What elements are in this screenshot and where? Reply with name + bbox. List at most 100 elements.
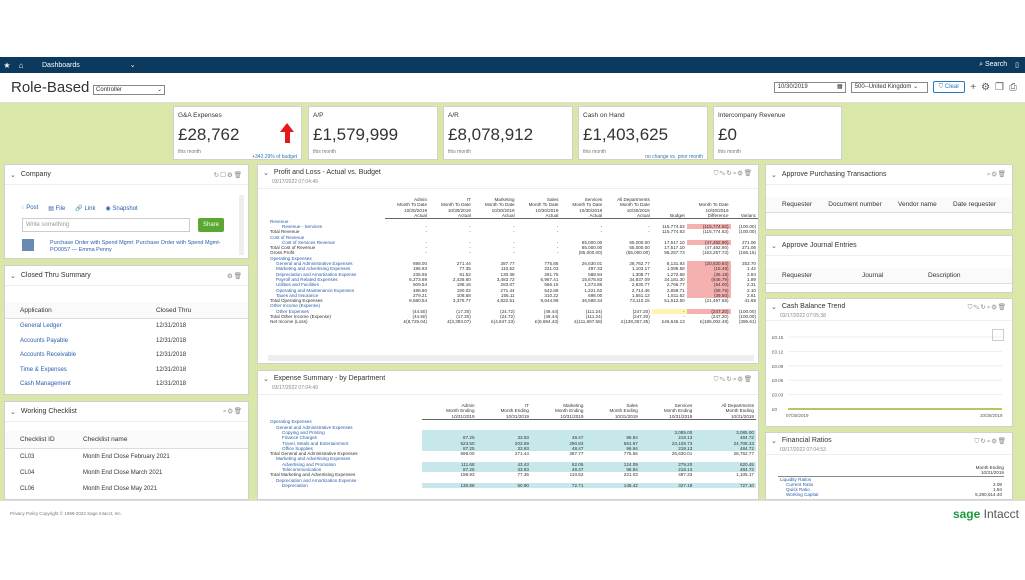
pl-row[interactable]: Cost of Revenue xyxy=(268,235,758,240)
copy-icon[interactable]: ❐ xyxy=(995,81,1004,93)
expense-row[interactable]: Total General and Administrative Expense… xyxy=(268,451,756,456)
row-label: Cost of Services Revenue xyxy=(282,239,336,245)
pl-row[interactable]: Total Operating Expenses 8,680.54 3,375.77… xyxy=(268,298,758,303)
panel-tools[interactable]: ⛉✎↻⌕⚙🗑 xyxy=(967,304,1007,311)
panel-tools[interactable]: ⚙🗑 xyxy=(226,272,243,280)
kpi-intercompany-revenue[interactable]: Intercompany Revenue £0 this month xyxy=(713,106,842,160)
pl-row[interactable]: Cost of Services Revenue - - - - 65,000.00 65,… xyxy=(268,239,758,246)
panel-tools[interactable]: ⛉✎↻⌕⚙🗑 xyxy=(713,170,753,177)
pl-row[interactable]: Gross Profit - - - - (65,000.00) (65,000.00) 98… xyxy=(268,250,758,255)
pl-row[interactable]: Other Income (Expense) xyxy=(268,303,758,308)
value-cell: 87.25 xyxy=(422,445,477,452)
expense-row[interactable]: Operating Expenses xyxy=(268,419,756,424)
chevron-down-icon[interactable]: ⌄ xyxy=(10,408,16,416)
panel-tools[interactable]: ⛉✎↻⌕⚙🗑 xyxy=(713,376,753,383)
link-action[interactable]: 🔗 Link xyxy=(75,206,96,212)
value-cell: (21,497.65) xyxy=(705,298,729,304)
nav-search[interactable]: ⌕ Search xyxy=(979,61,1008,68)
chevron-down-icon[interactable]: ⌄ xyxy=(771,438,777,445)
pl-row[interactable]: Marketing and Advertising Expenses 196.93… xyxy=(268,266,758,272)
scrollbar[interactable] xyxy=(239,195,244,255)
expense-row[interactable]: Finance Charges 87.25 33.93 48.47 96.94 218.1… xyxy=(268,435,756,441)
kpi-ga-expenses[interactable]: G&A Expenses £28,762 this month +342.29%… xyxy=(173,106,302,160)
home-icon[interactable]: ⌂ xyxy=(18,60,24,70)
chevron-down-icon[interactable]: ⌄ xyxy=(771,304,777,311)
chevron-down-icon[interactable]: ⌄ xyxy=(10,272,16,280)
table-row[interactable]: CL04 Month End Close March 2021 xyxy=(20,470,163,476)
date-input[interactable]: 10/30/2019 ▦ xyxy=(773,81,846,93)
row-label: Depreciation and Amortization Expense xyxy=(276,271,357,277)
pl-row[interactable]: Net Income (Loss) £(8,725.04) £(3,393.07) £… xyxy=(268,319,758,324)
table-row[interactable]: Time & Expenses 12/31/2018 xyxy=(20,366,187,373)
write-something-input[interactable]: Write something xyxy=(22,218,190,232)
value-cell: - xyxy=(683,314,685,320)
panel-tools[interactable]: ⌕⚙🗑 xyxy=(986,171,1007,178)
pl-row[interactable]: Total Cost of Revenue - - - - 65,000.00 65,000… xyxy=(268,245,758,250)
chevron-down-icon[interactable]: ⌄ xyxy=(263,376,269,383)
value-cell: (166.15) xyxy=(738,250,756,256)
table-row[interactable]: Accounts Receivable 12/31/2018 xyxy=(20,352,187,359)
add-icon[interactable]: + xyxy=(970,81,977,93)
ratio-row[interactable]: Quick Ratio 1.94 xyxy=(778,487,1004,492)
chevron-down-icon[interactable]: ⌄ xyxy=(263,170,269,177)
chevron-down-icon[interactable]: ⌄ xyxy=(10,171,16,179)
pl-row[interactable]: Total Revenue - - - - - - 115,774.63 (115,774.63… xyxy=(268,229,758,234)
pl-row[interactable]: Other Expenses (44.50) (17.30) (24.72) (49.4… xyxy=(268,308,758,315)
print-icon[interactable]: ⎙ xyxy=(1009,81,1017,93)
expense-row[interactable]: Total Marketing and Advertising Expenses… xyxy=(268,472,756,477)
kpi-ap[interactable]: A/P £1,579,999 this month xyxy=(308,106,438,160)
expense-row[interactable]: Copying and Printing 3,085.00 3,085.00 xyxy=(268,429,756,436)
post-action[interactable]: ◌ Post xyxy=(21,205,39,211)
table-row[interactable]: Accounts Payable 12/31/2018 xyxy=(20,337,187,344)
ratio-row[interactable]: Liquidity Ratios xyxy=(778,477,1004,482)
value-cell: (49.44) xyxy=(543,308,559,314)
table-row[interactable]: CL03 Month End Close February 2021 xyxy=(20,454,170,460)
panel-tools[interactable]: ⌕⚙🗑 xyxy=(222,408,243,415)
pl-row[interactable]: Taxes and Insurance 279.21 108.58 155.11 310… xyxy=(268,292,758,299)
expense-row[interactable]: Advertising and Promotion 111.68 43.43 62.0… xyxy=(268,461,756,468)
ratio-row[interactable]: Current Ratio 2.08 xyxy=(778,482,1004,487)
pl-row[interactable]: General and Administrative Expenses 698.0… xyxy=(268,261,758,267)
pl-row[interactable]: Operating Expenses xyxy=(268,256,758,261)
role-select[interactable]: Controller ⌄ xyxy=(93,85,165,95)
share-button[interactable]: Share xyxy=(198,218,224,232)
ratio-row[interactable]: Working Capital 5,290,614.40 xyxy=(778,492,1004,497)
file-action[interactable]: ▤ File xyxy=(48,206,66,212)
expand-icon[interactable] xyxy=(992,329,1004,341)
value-cell: 23,108.73 xyxy=(639,440,695,446)
value-cell: (247.20) xyxy=(686,308,731,315)
table-row[interactable]: CL06 Month End Close May 2021 xyxy=(20,486,158,492)
clear-filter-button[interactable]: ⛉ Clear xyxy=(932,81,966,93)
pl-row[interactable]: Revenue xyxy=(268,219,758,224)
pl-row[interactable]: Utilities and Facilities 509.54 198.16 283.… xyxy=(268,282,758,288)
chevron-down-icon[interactable]: ⌄ xyxy=(771,242,777,250)
dashboards-menu[interactable]: Dashboards ⌄ xyxy=(42,61,136,70)
panel-tools[interactable]: ⛉↻⌕⚙🗑 xyxy=(974,438,1007,445)
footer-links[interactable]: Privacy Policy Copyright © 1999-2022 Sag… xyxy=(10,511,122,516)
snapshot-action[interactable]: ◉ Snapshot xyxy=(105,206,138,212)
expense-row[interactable]: Depreciation and Amortization Expense xyxy=(268,478,756,483)
expense-row[interactable]: Marketing and Advertising Expenses xyxy=(268,456,756,461)
gear-icon[interactable]: ⚙ xyxy=(981,81,991,93)
star-icon[interactable]: ★ xyxy=(3,60,11,70)
expense-row[interactable]: General and Administrative Expenses xyxy=(268,425,756,430)
pl-row[interactable]: Operating and Maintenance Expenses 488.60… xyxy=(268,287,758,293)
expense-row[interactable]: Telecommunication 87.25 33.93 48.47 96.94 218… xyxy=(268,467,756,473)
entity-select[interactable]: 500--United Kingdom ⌄ xyxy=(850,81,928,93)
kpi-cash-on-hand[interactable]: Cash on Hand £1,403,625 this month no ch… xyxy=(578,106,708,160)
panel-tools[interactable]: ↻☐⚙🗑 xyxy=(213,171,243,179)
pl-row[interactable]: Payroll and Related Expenses 6,273.69 2,43… xyxy=(268,276,758,283)
chevron-down-icon[interactable]: ⌄ xyxy=(771,171,777,179)
pl-row[interactable]: Revenue - Services - - - - - - 115,774.63 (115,7… xyxy=(268,223,758,230)
pl-row[interactable]: Depreciation and Amortization Expense 235… xyxy=(268,271,758,277)
expense-row[interactable]: Travel, Meals and Entertainment 523.50 203… xyxy=(268,440,756,446)
kpi-ar[interactable]: A/R £8,078,912 this month xyxy=(443,106,573,160)
table-row[interactable]: Cash Management 12/31/2018 xyxy=(20,381,187,388)
horizontal-scrollbar[interactable] xyxy=(268,355,754,361)
feed-post[interactable]: Purchase Order with Spend Mgmt: Purchase… xyxy=(50,240,221,253)
table-row[interactable]: General Ledger 12/31/2018 xyxy=(20,323,187,330)
expense-row[interactable]: Depreciation 130.88 50.90 72.71 145.42 327.19… xyxy=(268,482,756,489)
bookmark-icon[interactable]: ▯ xyxy=(1015,62,1019,69)
expense-row[interactable]: Office Supplies 87.25 33.93 48.47 96.94 218.1… xyxy=(268,445,756,452)
pl-row[interactable]: Total Other Income (Expense) (44.50) (17.3… xyxy=(268,314,758,319)
